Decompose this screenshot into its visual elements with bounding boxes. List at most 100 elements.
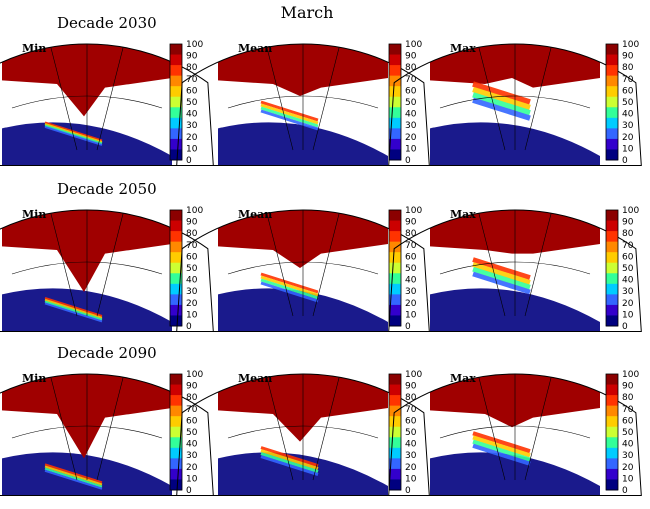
colorbar-swatch [389, 44, 401, 56]
ice-concentration-band [44, 302, 103, 323]
graticule-line [524, 374, 553, 481]
graticule-line [312, 374, 341, 481]
colorbar-swatch [606, 447, 618, 459]
colorbar-swatch [606, 458, 618, 470]
colorbar-swatch [389, 304, 401, 316]
colorbar-tick-label: 80 [186, 393, 198, 403]
panel-label: Max [450, 372, 476, 385]
colorbar-swatch [606, 283, 618, 295]
colorbar-swatch [170, 405, 182, 417]
colorbar-swatch [170, 252, 182, 264]
colorbar-swatch [170, 54, 182, 66]
colorbar-tick-label: 30 [622, 121, 634, 131]
colorbar-swatch [606, 44, 618, 56]
colorbar-tick-label: 20 [405, 299, 417, 309]
colorbar-swatch [170, 210, 182, 222]
colorbar-swatch [389, 86, 401, 98]
ice-concentration-band [472, 443, 531, 466]
colorbar-tick-label: 90 [405, 218, 417, 228]
colorbar-swatch [170, 458, 182, 470]
panel-label: Mean [238, 42, 272, 55]
colorbar-tick-label: 90 [622, 218, 634, 228]
colorbar-swatch [606, 479, 618, 491]
colorbar-swatch [170, 479, 182, 491]
colorbar-tick-label: 100 [405, 370, 422, 380]
colorbar-frame [169, 43, 183, 161]
colorbar-swatch [389, 479, 401, 491]
colorbar-tick-label: 70 [405, 75, 417, 85]
colorbar-tick-label: 100 [622, 206, 639, 216]
colorbar-tick-label: 100 [186, 206, 203, 216]
ice-concentration-band [472, 257, 531, 280]
colorbar-swatch [389, 252, 401, 264]
colorbar-frame [605, 209, 619, 327]
graticule-line [11, 425, 163, 439]
ocean-area [2, 452, 172, 496]
ice-concentration-band [260, 103, 319, 125]
colorbar-swatch [606, 252, 618, 264]
map-outline [0, 373, 214, 496]
colorbar-tick-label: 80 [622, 63, 634, 73]
colorbar-tick-label: 60 [186, 86, 198, 96]
colorbar-tick-label: 20 [186, 299, 198, 309]
colorbar-tick-label: 60 [186, 416, 198, 426]
colorbar-swatch [606, 262, 618, 274]
colorbar-tick-label: 70 [405, 241, 417, 251]
colorbar-tick-label: 40 [622, 276, 634, 286]
colorbar-swatch [170, 283, 182, 295]
map-outline [388, 209, 642, 332]
graticule-line [524, 44, 553, 151]
map-outline [0, 209, 214, 332]
colorbar-tick-label: 0 [186, 322, 192, 332]
colorbar-swatch [170, 44, 182, 56]
ocean-area [430, 452, 600, 496]
colorbar-tick-label: 80 [622, 229, 634, 239]
colorbar-tick-label: 50 [405, 264, 417, 274]
colorbar-tick-label: 20 [186, 463, 198, 473]
colorbar-tick-label: 10 [186, 144, 198, 154]
colorbar-tick-label: 50 [622, 428, 634, 438]
colorbar-tick-label: 10 [405, 310, 417, 320]
colorbar-swatch [606, 426, 618, 438]
panel-label: Min [22, 42, 46, 55]
colorbar-swatch [170, 426, 182, 438]
ice-concentration-band [472, 97, 531, 121]
figure-title: March [281, 3, 334, 22]
colorbar-tick-label: 40 [405, 440, 417, 450]
colorbar-tick-label: 50 [405, 98, 417, 108]
panel-label: Min [22, 208, 46, 221]
colorbar-swatch [606, 54, 618, 66]
colorbar-tick-label: 100 [186, 370, 203, 380]
graticule-line [312, 44, 341, 151]
colorbar-swatch [170, 138, 182, 150]
colorbar-swatch [389, 374, 401, 386]
colorbar-swatch [170, 241, 182, 253]
graticule-line [49, 374, 78, 481]
colorbar-tick-label: 50 [622, 98, 634, 108]
colorbar-frame [169, 209, 183, 327]
colorbar-swatch [170, 273, 182, 285]
colorbar-tick-label: 80 [186, 229, 198, 239]
colorbar-tick-label: 10 [186, 474, 198, 484]
colorbar-tick-label: 100 [405, 206, 422, 216]
colorbar-swatch [389, 458, 401, 470]
graticule-line [227, 95, 379, 109]
ice-concentration-band [472, 431, 531, 454]
panel-label: Mean [238, 372, 272, 385]
colorbar-swatch [606, 75, 618, 87]
colorbar-swatch [389, 426, 401, 438]
colorbar-tick-label: 40 [405, 276, 417, 286]
colorbar-swatch [389, 54, 401, 66]
colorbar-tick-label: 30 [405, 287, 417, 297]
colorbar-swatch [389, 395, 401, 407]
colorbar-tick-label: 40 [186, 440, 198, 450]
graticule-line [477, 210, 506, 317]
colorbar-swatch [606, 65, 618, 77]
colorbar-swatch [170, 65, 182, 77]
